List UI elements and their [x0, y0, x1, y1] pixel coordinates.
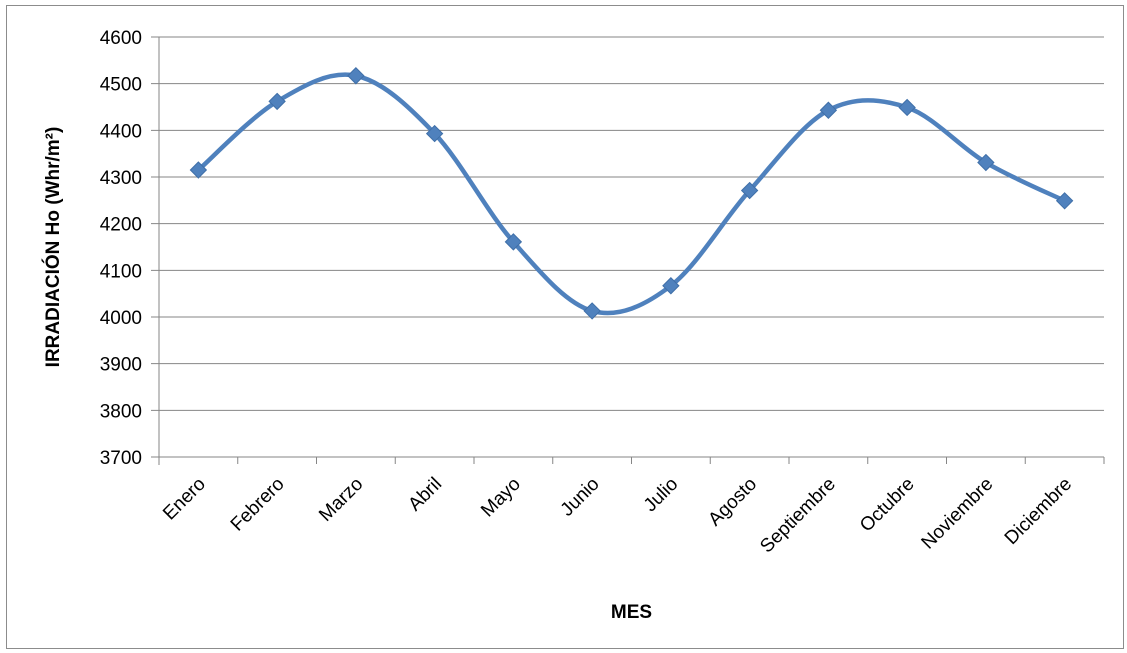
data-point-marzo [347, 67, 365, 85]
gridlines [151, 36, 1105, 465]
data-point-julio [662, 277, 680, 295]
data-point-junio [583, 302, 601, 320]
y-tick-label: 4600 [100, 28, 142, 49]
x-tick-label: Mayo [477, 474, 525, 522]
y-tick-label: 3800 [100, 401, 142, 422]
x-tick-label: Noviembre [918, 474, 998, 554]
y-tick-label: 3700 [100, 448, 142, 469]
y-tick-labels: 3700 3800 3900 4000 4100 4200 4300 4400 4500 4600 [100, 28, 142, 469]
y-tick-label: 4400 [100, 121, 142, 142]
data-point-septiembre [819, 101, 838, 119]
x-tick-label: Septiembre [756, 474, 840, 558]
data-point-febrero [268, 92, 286, 111]
x-tick-label: Abril [404, 474, 446, 516]
x-tick-label: Diciembre [1001, 474, 1076, 549]
data-point-diciembre [1055, 192, 1074, 210]
x-tick-labels: Enero Febrero Marzo Abril Mayo Junio Julio Agos… [159, 474, 1076, 558]
y-axis-title: IRRADIACIÓN Ho (Whr/m²) [42, 127, 64, 368]
data-point-enero [189, 161, 208, 179]
series-layer [189, 67, 1074, 320]
y-tick-label: 4000 [100, 308, 142, 329]
data-point-octubre [898, 98, 916, 117]
data-point-abril [425, 124, 444, 143]
x-tick-label: Enero [159, 474, 210, 525]
y-tick-label: 4500 [100, 75, 142, 96]
y-tick-label: 4200 [100, 215, 142, 236]
chart-frame: 3700 3800 3900 4000 4100 4200 4300 4400 4500 4600… [6, 5, 1124, 649]
data-point-mayo [504, 233, 523, 251]
data-point-agosto [740, 181, 759, 200]
line-chart: 3700 3800 3900 4000 4100 4200 4300 4400 4500 4600… [42, 28, 1105, 623]
data-point-noviembre [977, 153, 995, 172]
series-line [196, 72, 1067, 316]
x-tick-label: Junio [557, 474, 604, 521]
y-tick-label: 4300 [100, 168, 142, 189]
x-axis-title: MES [611, 602, 652, 623]
y-tick-label: 3900 [100, 355, 142, 376]
x-tick-label: Octubre [856, 474, 919, 537]
x-tick-label: Marzo [315, 474, 367, 526]
y-tick-label: 4100 [100, 261, 142, 282]
x-tick-label: Febrero [227, 474, 289, 536]
x-tick-label: Agosto [704, 474, 761, 531]
x-tick-label: Julio [640, 474, 682, 516]
